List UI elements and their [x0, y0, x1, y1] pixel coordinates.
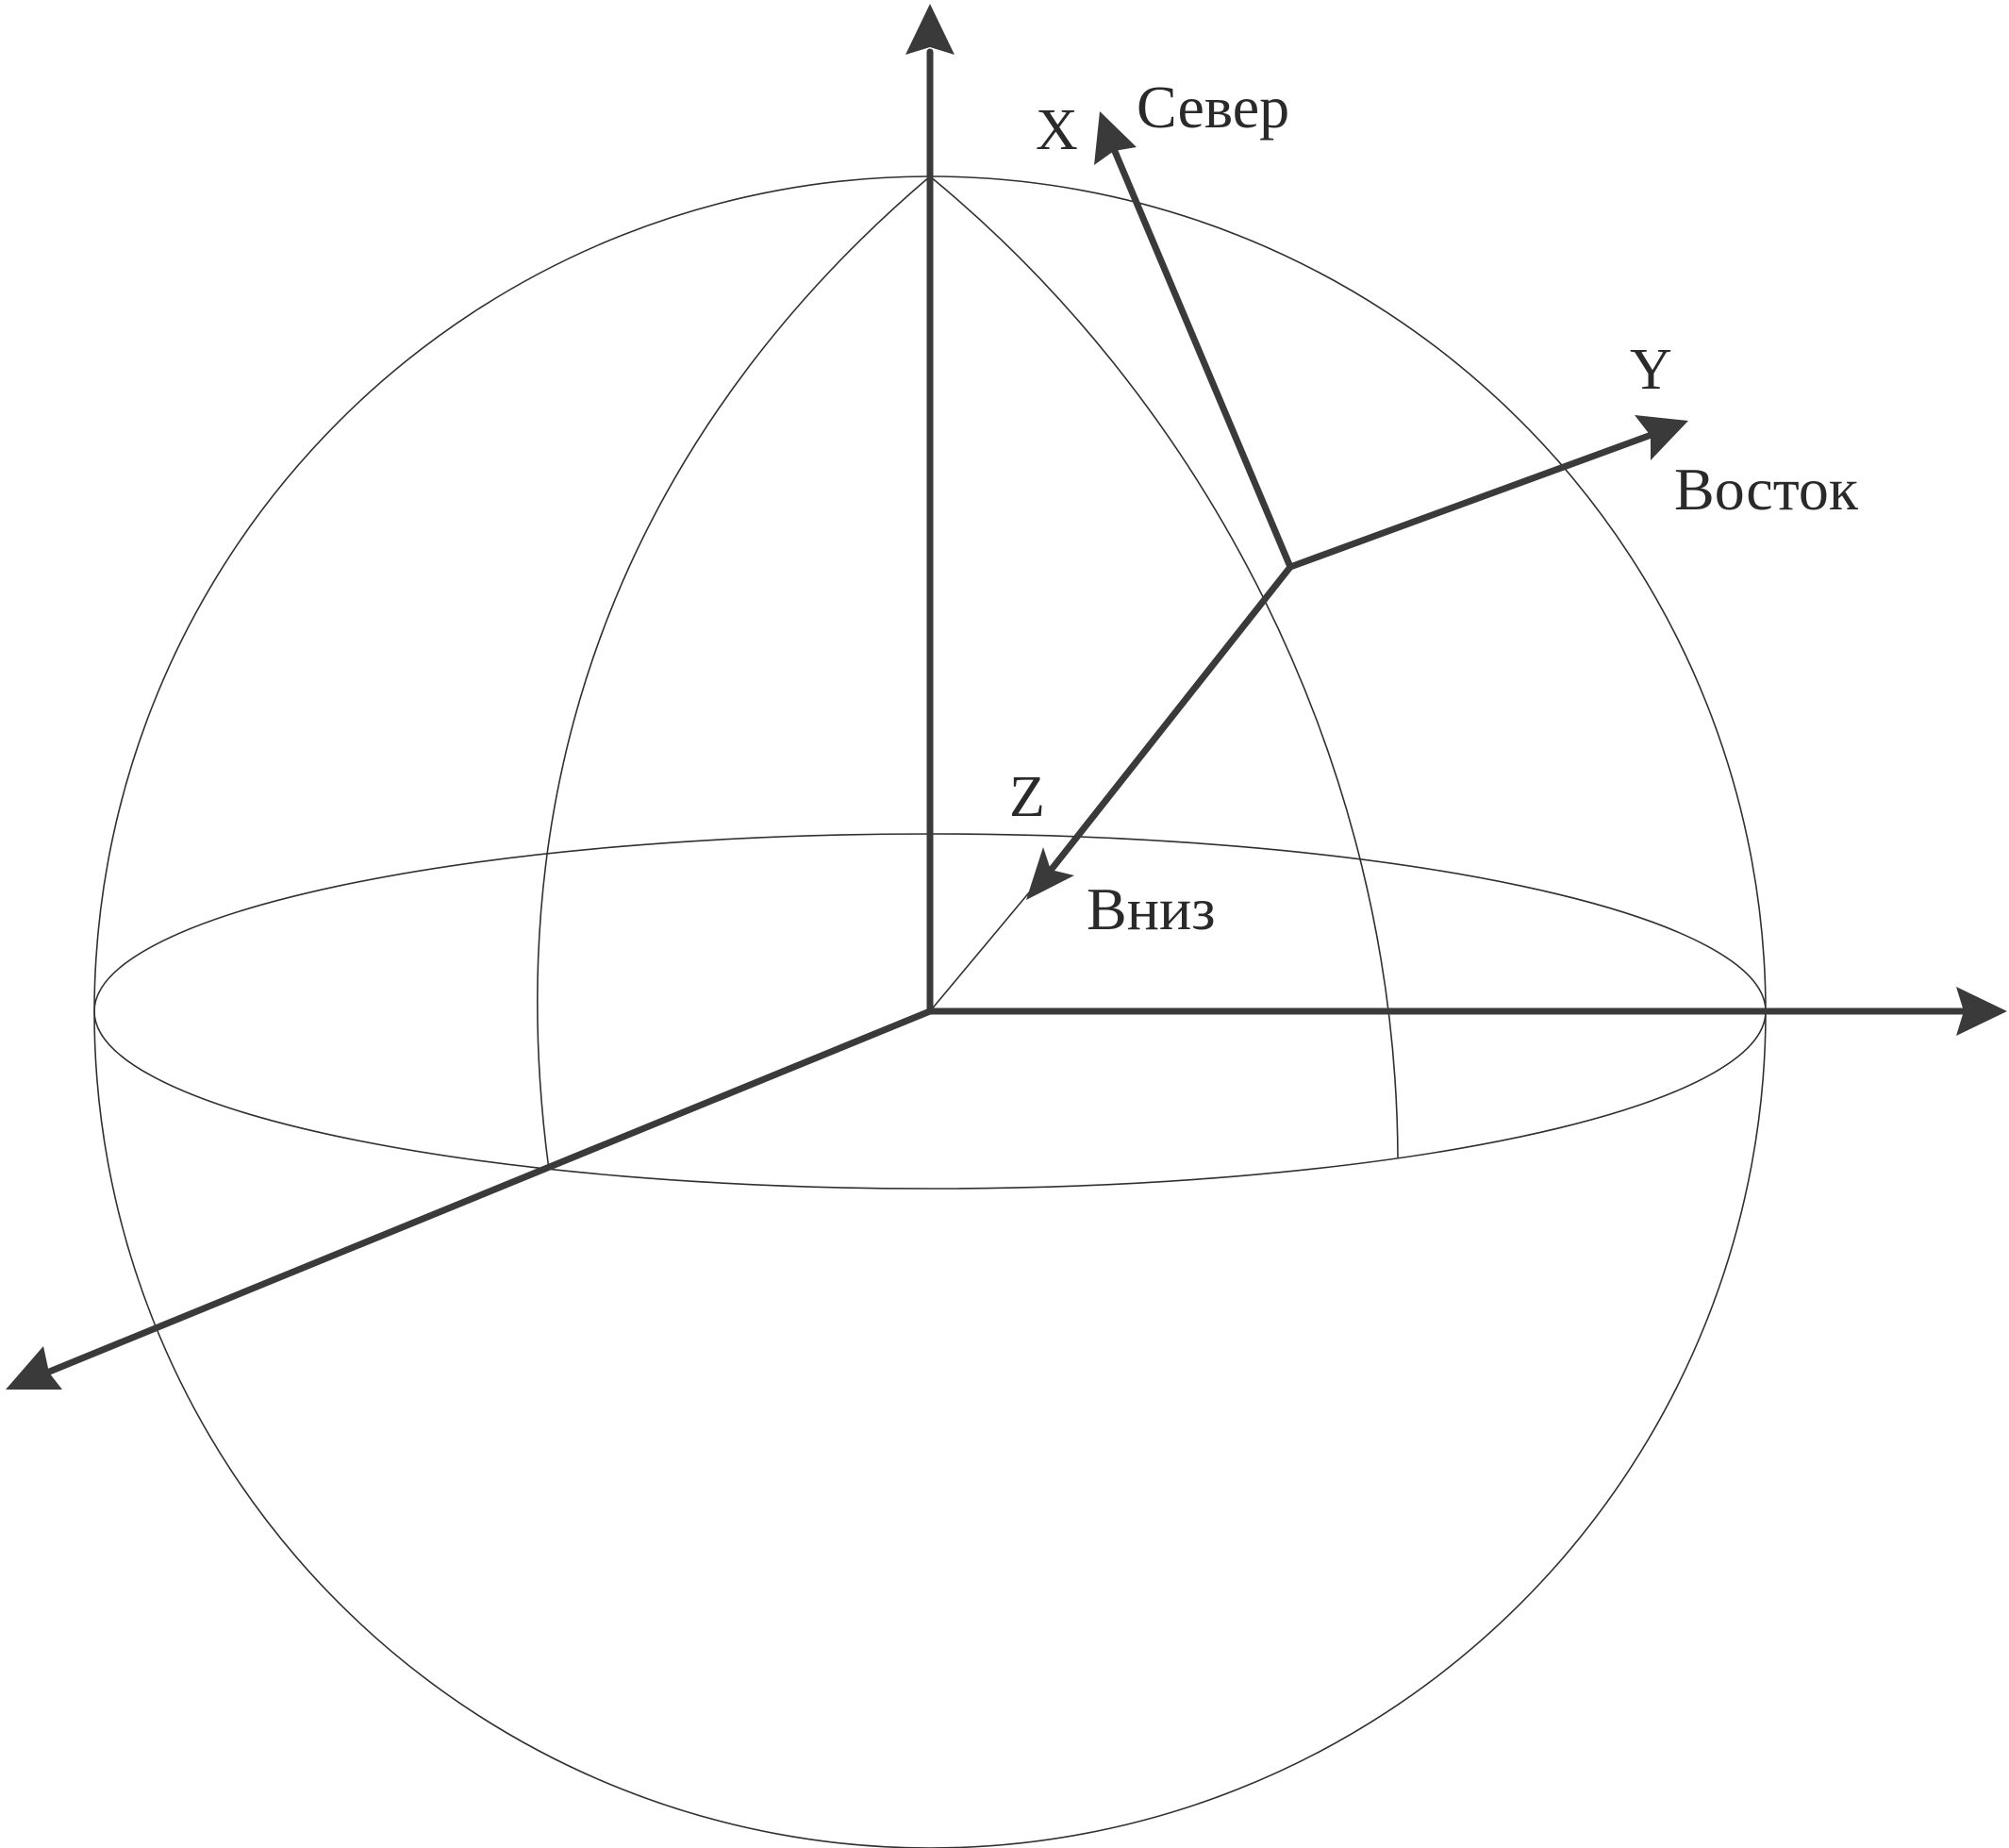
east-label: Восток [1674, 456, 1859, 523]
diagonal-axis-arrowhead [6, 1346, 62, 1390]
local-y-arrowhead [1635, 415, 1688, 460]
down-label: Вниз [1087, 875, 1215, 942]
local-z-axis [1049, 563, 1294, 872]
local-x-axis [1110, 145, 1294, 571]
local-x-arrowhead [1094, 111, 1137, 165]
y-axis-label: Y [1630, 338, 1672, 402]
z-axis-label: Z [1009, 765, 1045, 829]
meridian-left [537, 175, 931, 1171]
local-y-axis [1287, 432, 1652, 571]
local-z-arrowhead [1026, 847, 1074, 900]
north-label: Север [1137, 74, 1289, 141]
horizontal-axis-arrowhead [1956, 987, 2007, 1036]
z-projection-line [929, 891, 1031, 1012]
diagonal-axis [43, 1007, 934, 1376]
vertical-axis-arrowhead [905, 4, 955, 55]
x-axis-label: X [1036, 98, 1078, 162]
